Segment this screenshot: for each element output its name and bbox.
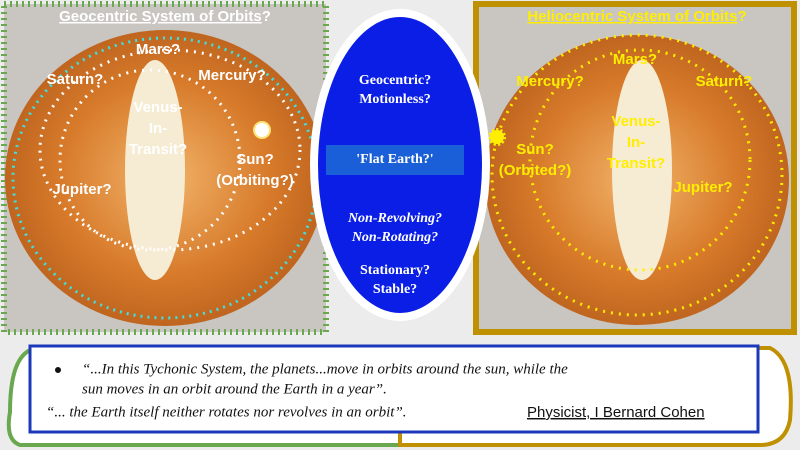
bullet xyxy=(55,367,61,373)
title-mark: ? xyxy=(262,8,271,25)
center-text: Stable? xyxy=(373,282,417,297)
orbit xyxy=(490,33,784,317)
planet-label: Venus- xyxy=(133,99,182,116)
orbit xyxy=(528,48,752,272)
planet-label: Sun? xyxy=(516,141,554,158)
center-text: Non-Revolving? xyxy=(347,211,442,226)
quote-area: “...In this Tychonic System, the planets… xyxy=(6,344,793,447)
title-mark: ? xyxy=(737,8,746,25)
planet-label: Transit? xyxy=(607,155,665,172)
panel-title: Geocentric System of Orbits? xyxy=(59,8,271,25)
sun-icon xyxy=(488,128,506,146)
center-text: 'Flat Earth?' xyxy=(356,152,433,167)
planet-label: (Orbited?) xyxy=(499,162,572,179)
planet-label: (Orbiting?) xyxy=(216,172,293,189)
title-text: Heliocentric System of Orbits xyxy=(527,8,737,25)
planet-label: In- xyxy=(627,134,645,151)
quote-box xyxy=(28,344,760,434)
left-panel: Geocentric System of Orbits? xyxy=(1,1,329,335)
planet-label: Jupiter? xyxy=(673,179,732,196)
sun-icon xyxy=(253,121,271,139)
center-text: Motionless? xyxy=(359,92,431,107)
center-text: Geocentric? xyxy=(359,73,431,88)
panel-title: Heliocentric System of Orbits? xyxy=(527,8,746,25)
planet-label: Mercury? xyxy=(198,67,266,84)
quote-line: “...In this Tychonic System, the planets… xyxy=(82,361,568,377)
planet-label: Sun? xyxy=(236,151,274,168)
planet-label: In- xyxy=(149,120,167,137)
orange-core xyxy=(612,60,672,280)
right-panel: Heliocentric System of Orbits? xyxy=(473,1,797,335)
highlight xyxy=(326,145,464,175)
planet-label: Transit? xyxy=(129,141,187,158)
planet-label: Saturn? xyxy=(696,73,753,90)
orange-core xyxy=(125,60,185,280)
planet-label: Jupiter? xyxy=(52,181,111,198)
attribution: Physicist, I Bernard Cohen xyxy=(527,404,705,421)
quote-line: “... the Earth itself neither rotates no… xyxy=(46,404,407,420)
center-text: Stationary? xyxy=(360,263,430,278)
planet-label: Saturn? xyxy=(47,71,104,88)
planet-label: Venus- xyxy=(611,113,660,130)
center-text: Non-Rotating? xyxy=(351,230,438,245)
quote-line: sun moves in an orbit around the Earth i… xyxy=(82,381,387,397)
title-text: Geocentric System of Orbits xyxy=(59,8,262,25)
orbit xyxy=(38,48,302,252)
planet-label: Mars? xyxy=(613,51,657,68)
planet-label: Mercury? xyxy=(516,73,584,90)
planet-label: Mars? xyxy=(136,41,180,58)
orbit xyxy=(58,68,242,252)
